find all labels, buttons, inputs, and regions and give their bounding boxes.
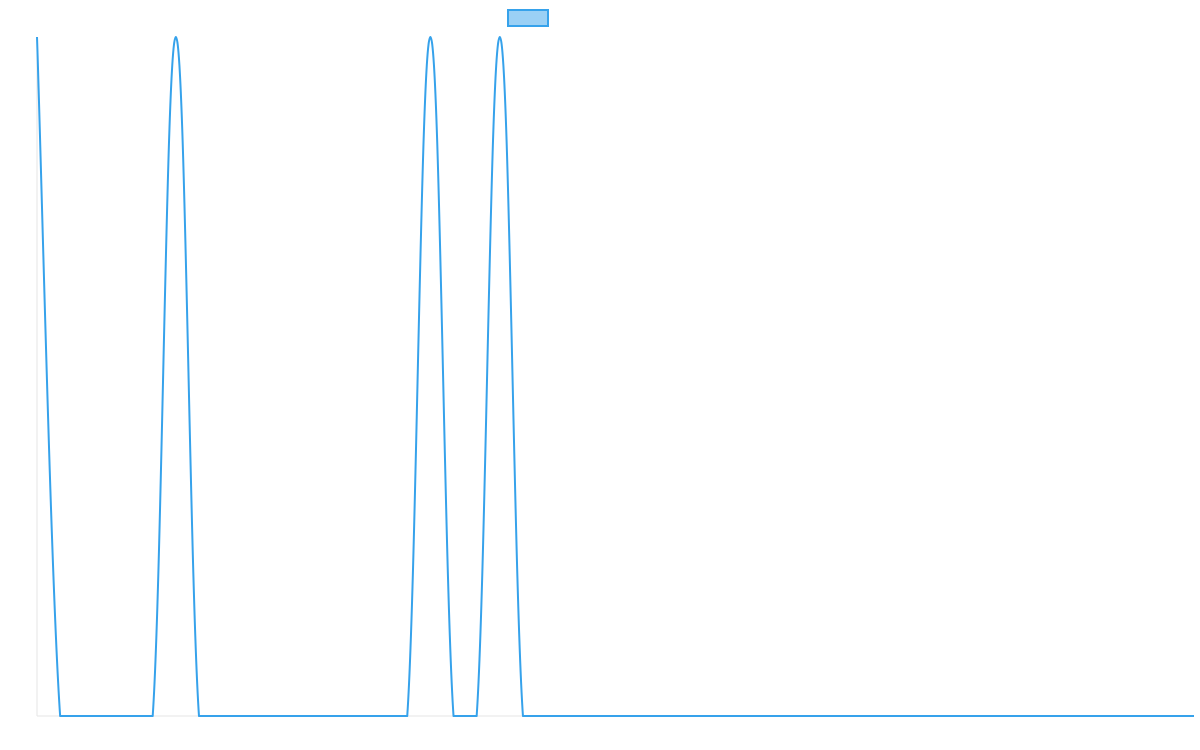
series-layer (36, 36, 1194, 717)
legend[interactable] (507, 9, 549, 27)
series-line-0 (36, 36, 1194, 717)
axes (36, 37, 1194, 717)
legend-swatch[interactable] (507, 9, 549, 27)
